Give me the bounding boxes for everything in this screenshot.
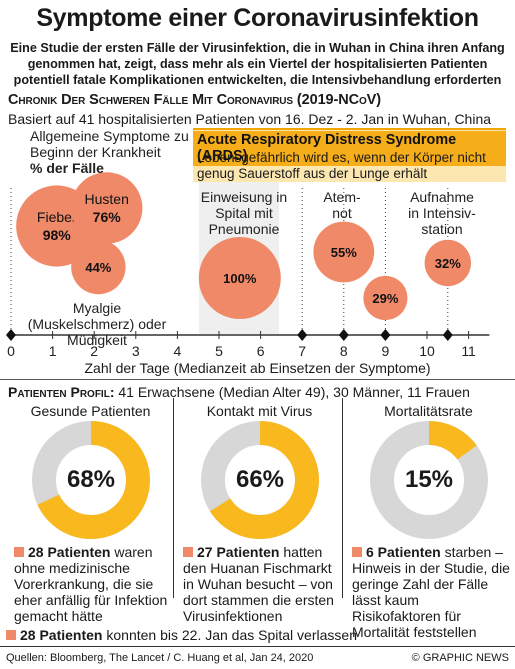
donut-title: Gesunde Patienten: [30, 403, 151, 419]
x-tick-label: 10: [419, 343, 435, 359]
donut-chart-healthy: [32, 421, 150, 539]
data-bubble: [424, 239, 471, 287]
x-tick-label: 7: [298, 343, 306, 359]
profile-divider: [0, 379, 515, 380]
x-tick-label: 3: [132, 343, 140, 359]
donut-col-healthy: Gesunde Patienten 68% 28 Patienten waren…: [8, 403, 173, 625]
donut-caption-bold: 27 Patienten: [197, 544, 280, 560]
page-title: Symptome einer Coronavirusinfektion: [36, 4, 479, 32]
x-tick-label: 5: [215, 343, 223, 359]
day-marker-diamond: [442, 329, 453, 341]
donut-col-mortality: Mortalitätsrate 15% 6 Patienten starben …: [346, 403, 511, 640]
bubble-value-label: 29%: [372, 291, 398, 306]
bubble-value-label: 98%: [43, 227, 72, 243]
icu-label: Aufnahme in Intensiv- station: [408, 189, 476, 237]
general-symptoms-label: Allgemeine Symptome zu Beginn der Krankh…: [30, 128, 195, 176]
x-tick-label: 0: [7, 343, 15, 359]
x-tick-label: 6: [257, 343, 265, 359]
data-bubble: [70, 172, 143, 244]
donut-slice: [370, 421, 488, 539]
donut-caption-text: starben – Hinweis in der Studie, die ger…: [352, 544, 510, 640]
timeline-section-title: Chronik der schweren Fälle mit Coronavir…: [8, 92, 381, 108]
ards-box: Acute Respiratory Distress Syndrome (ARD…: [193, 128, 506, 182]
x-axis-title: Zahl der Tage (Medianzeit ab Einsetzen d…: [84, 360, 431, 376]
ards-text: Lebensgefährlich wird es, wenn der Körpe…: [197, 150, 486, 181]
patient-profile: Patienten Profil: 41 Erwachsene (Median …: [8, 384, 470, 400]
donut-percent: 66%: [235, 466, 285, 493]
donut-caption-text: waren ohne medizinische Vorerkrankung, d…: [14, 544, 168, 624]
bullet-square-icon: [183, 547, 193, 557]
donut-percent: 15%: [404, 466, 454, 493]
discharge-bold: 28 Patienten: [20, 627, 103, 643]
data-bubble: [363, 275, 408, 321]
donut-title: Mortalitätsrate: [384, 403, 473, 419]
donut-caption-bold: 28 Patienten: [28, 544, 111, 560]
day-marker-diamond: [6, 329, 16, 341]
hospital-label: Einweisung in Spital mit Pneumonie: [200, 189, 288, 237]
bullet-square-icon: [6, 630, 16, 640]
percent-label: % der Fälle: [30, 160, 104, 176]
ards-title: Acute Respiratory Distress Syndrome (ARD…: [193, 131, 506, 166]
x-tick-label: 1: [49, 343, 57, 359]
donut-slice: [201, 421, 319, 539]
donut-caption-text: hatten den Huanan Fischmarkt in Wuhan be…: [183, 544, 334, 624]
data-bubble: [198, 237, 281, 319]
discharge-text: konnten bis 22. Jan das Spital verlassen: [106, 627, 357, 643]
profile-text: 41 Erwachsene (Median Alter 49), 30 Männ…: [118, 384, 470, 400]
bubble-value-label: 100%: [223, 271, 257, 286]
dyspnea-label: Atem- not: [323, 189, 361, 221]
bubble-name-label: Husten: [85, 191, 129, 207]
timeline-section-subtitle: Basiert auf 41 hospitalisierten Patiente…: [8, 111, 492, 127]
discharge-note: 28 Patienten konnten bis 22. Jan das Spi…: [6, 627, 357, 643]
x-tick-label: 8: [340, 343, 348, 359]
column-divider: [173, 398, 174, 598]
donut-caption: 6 Patienten starben – Hinweis in der Stu…: [352, 544, 510, 640]
donut-caption: 27 Patienten hatten den Huanan Fischmark…: [183, 544, 341, 624]
bubble-name-label: Fieber: [37, 209, 77, 225]
donut-chart-mortality: [370, 421, 488, 539]
x-tick-label: 4: [174, 343, 182, 359]
donut-slice: [32, 421, 150, 539]
column-divider: [342, 398, 343, 598]
footer-divider: [0, 646, 515, 647]
day-marker-diamond: [338, 329, 349, 341]
footer-credit: © GRAPHIC NEWS: [411, 652, 509, 664]
donut-chart-contact: [201, 421, 319, 539]
bubble-value-label: 76%: [93, 209, 122, 225]
bullet-square-icon: [14, 547, 24, 557]
donut-caption-bold: 6 Patienten: [366, 544, 441, 560]
data-bubble: [71, 239, 126, 295]
day-marker-diamond: [297, 329, 308, 341]
donut-percent: 68%: [66, 466, 116, 493]
footer-sources: Quellen: Bloomberg, The Lancet / C. Huan…: [6, 652, 314, 664]
timeline-chart: 0 1 2 3 4 5 6 7 8 9 10 11 Fieber 98% Husten 76% 44% 100% 5…: [0, 128, 515, 386]
donut-caption: 28 Patienten waren ohne medizinische Vor…: [14, 544, 172, 624]
myalgia-label: Myalgie (Muskelschmerz) oder Müdigkeit: [27, 300, 167, 348]
day-marker-diamond: [380, 329, 391, 341]
x-tick-label: 9: [382, 343, 390, 359]
bullet-square-icon: [352, 547, 362, 557]
intro-text: Eine Studie der ersten Fälle der Virusin…: [10, 41, 505, 87]
general-symptoms-text: Allgemeine Symptome zu Beginn der Krankh…: [30, 128, 189, 160]
donut-col-contact: Kontakt mit Virus 66% 27 Patienten hatte…: [177, 403, 342, 625]
bubble-value-label: 55%: [331, 245, 357, 260]
bubble-value-label: 44%: [85, 260, 111, 275]
data-bubble: [313, 221, 375, 283]
profile-label: Patienten Profil:: [8, 384, 115, 400]
bubble-value-label: 32%: [435, 256, 461, 271]
x-tick-label: 11: [461, 343, 476, 359]
donut-title: Kontakt mit Virus: [206, 403, 313, 419]
x-tick-label: 2: [90, 343, 98, 359]
timeline-chart-svg: 0 1 2 3 4 5 6 7 8 9 10 11 Fieber 98% Husten 76% 44% 100% 5…: [6, 172, 490, 359]
